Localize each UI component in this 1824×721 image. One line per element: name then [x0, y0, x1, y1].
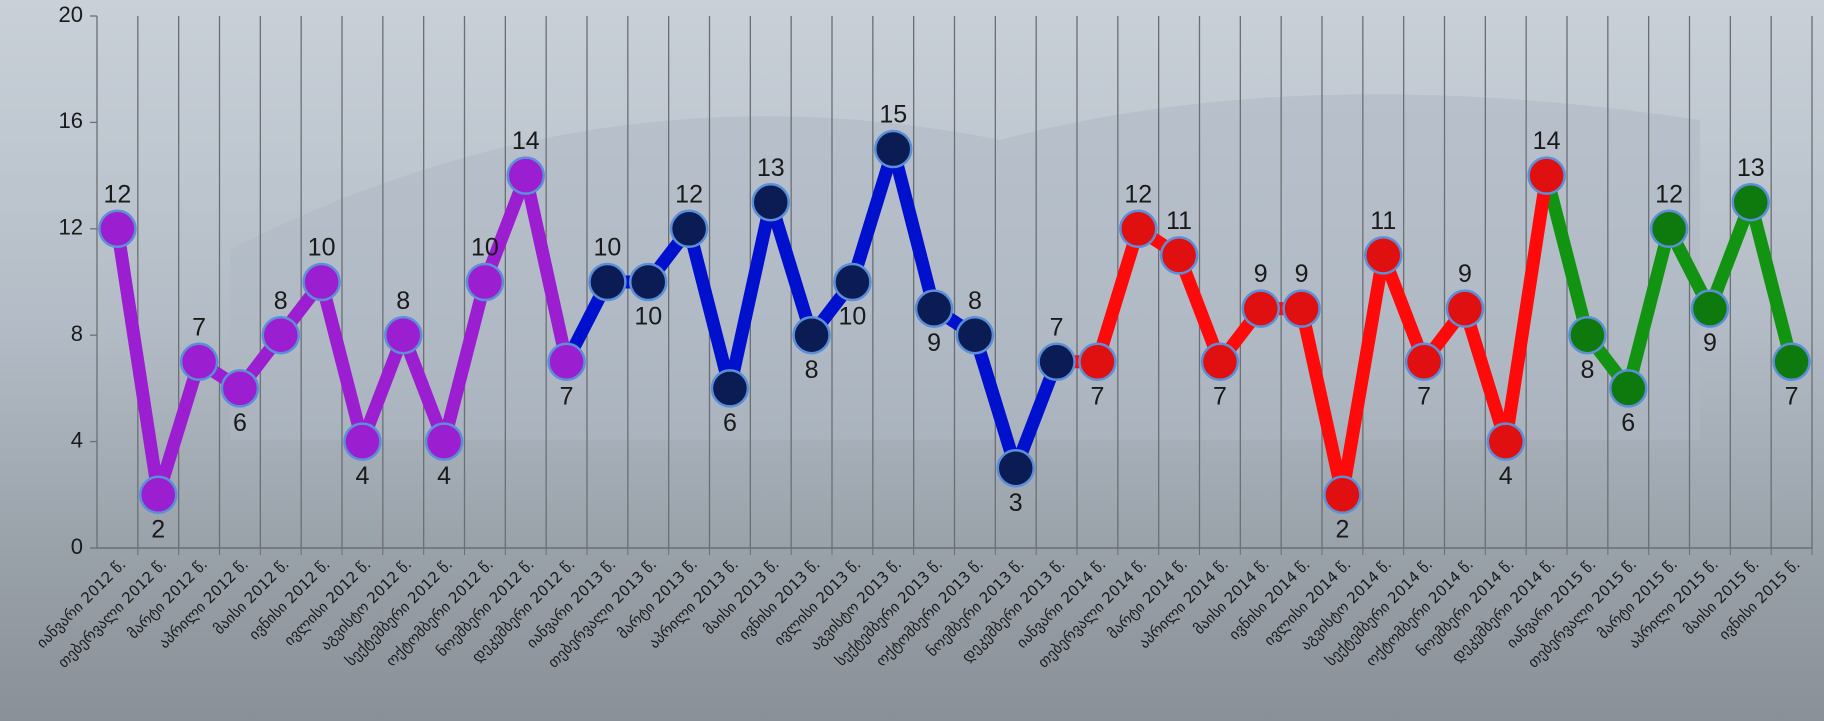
- y-tick-label: 20: [59, 2, 83, 27]
- data-label: 7: [1417, 382, 1431, 410]
- marker: [343, 422, 382, 461]
- series-connector: [1540, 169, 1594, 342]
- marker: [302, 262, 341, 302]
- data-label: 14: [1533, 127, 1561, 155]
- marker: [1323, 475, 1362, 515]
- marker: [98, 209, 137, 249]
- marker: [424, 422, 464, 461]
- marker: [139, 475, 178, 515]
- data-label: 8: [968, 287, 982, 315]
- marker: [1649, 209, 1689, 249]
- marker: [669, 209, 709, 249]
- data-label: 7: [1213, 382, 1227, 410]
- marker: [955, 315, 995, 355]
- marker: [1078, 342, 1117, 382]
- marker: [1568, 315, 1607, 355]
- data-label: 8: [805, 356, 819, 384]
- data-label: 7: [560, 382, 574, 410]
- marker: [1200, 342, 1240, 382]
- data-label: 4: [1499, 462, 1513, 490]
- data-label: 12: [104, 180, 132, 208]
- data-label: 4: [437, 462, 451, 490]
- marker: [1364, 236, 1403, 275]
- data-label: 9: [1254, 260, 1268, 288]
- marker: [588, 262, 627, 302]
- data-label: 8: [396, 287, 410, 315]
- data-label: 11: [1370, 207, 1396, 235]
- marker: [629, 262, 668, 302]
- marker: [1404, 342, 1444, 382]
- marker: [1241, 289, 1280, 328]
- marker: [384, 315, 423, 355]
- data-label: 7: [1050, 313, 1064, 341]
- y-tick-label: 4: [71, 427, 83, 452]
- data-label: 7: [192, 313, 206, 341]
- marker: [751, 182, 790, 222]
- data-label: 10: [308, 234, 336, 262]
- marker: [1690, 289, 1730, 328]
- marker: [1037, 342, 1076, 382]
- data-label: 6: [1621, 409, 1635, 437]
- marker: [1731, 182, 1770, 222]
- data-label: 13: [1737, 154, 1765, 182]
- data-label: 9: [1458, 260, 1472, 288]
- data-label: 6: [233, 409, 247, 437]
- marker: [465, 262, 505, 302]
- marker: [261, 315, 300, 355]
- data-label: 9: [1295, 260, 1309, 288]
- marker: [833, 262, 872, 302]
- marker: [792, 315, 831, 355]
- y-tick-label: 12: [59, 215, 83, 240]
- marker: [506, 156, 545, 195]
- data-label: 7: [1785, 382, 1799, 410]
- data-label: 8: [1580, 356, 1594, 384]
- marker: [914, 289, 954, 328]
- data-label: 8: [274, 287, 288, 315]
- data-label: 12: [1655, 180, 1683, 208]
- data-label: 12: [1124, 180, 1152, 208]
- marker: [1772, 342, 1811, 382]
- marker: [996, 448, 1035, 488]
- marker: [1527, 156, 1566, 195]
- y-tick-label: 16: [59, 108, 83, 133]
- marker: [1445, 289, 1485, 328]
- marker: [1282, 289, 1321, 328]
- data-label: 9: [1703, 329, 1717, 357]
- data-label: 13: [757, 154, 785, 182]
- data-label: 10: [839, 303, 867, 331]
- marker: [1486, 422, 1525, 461]
- y-tick-label: 0: [71, 534, 83, 559]
- data-label: 10: [594, 234, 622, 262]
- background-shape: [230, 94, 1700, 441]
- marker: [547, 342, 586, 382]
- marker: [1119, 209, 1158, 249]
- data-label: 4: [355, 462, 369, 490]
- marker: [1609, 369, 1648, 408]
- data-label: 10: [471, 234, 499, 262]
- data-label: 7: [1090, 382, 1104, 410]
- data-label: 6: [723, 409, 737, 437]
- data-label: 2: [151, 515, 165, 543]
- marker: [220, 369, 260, 408]
- data-label: 10: [634, 303, 662, 331]
- data-label: 11: [1166, 207, 1192, 235]
- data-label: 14: [512, 127, 540, 155]
- y-tick-label: 8: [71, 321, 83, 346]
- data-label: 12: [675, 180, 703, 208]
- data-label: 3: [1009, 489, 1023, 517]
- data-label: 15: [879, 101, 907, 129]
- marker: [874, 129, 913, 169]
- marker: [710, 369, 750, 408]
- marker: [1159, 236, 1199, 275]
- data-label: 2: [1335, 515, 1349, 543]
- data-label: 9: [927, 329, 941, 357]
- marker: [179, 342, 219, 382]
